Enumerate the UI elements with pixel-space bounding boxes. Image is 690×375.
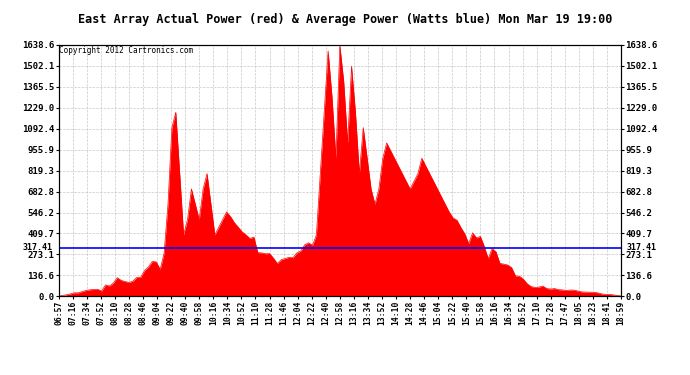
- Text: East Array Actual Power (red) & Average Power (Watts blue) Mon Mar 19 19:00: East Array Actual Power (red) & Average …: [78, 13, 612, 26]
- Text: 317.41: 317.41: [23, 243, 53, 252]
- Text: 317.41: 317.41: [627, 243, 657, 252]
- Text: Copyright 2012 Cartronics.com: Copyright 2012 Cartronics.com: [59, 46, 193, 55]
